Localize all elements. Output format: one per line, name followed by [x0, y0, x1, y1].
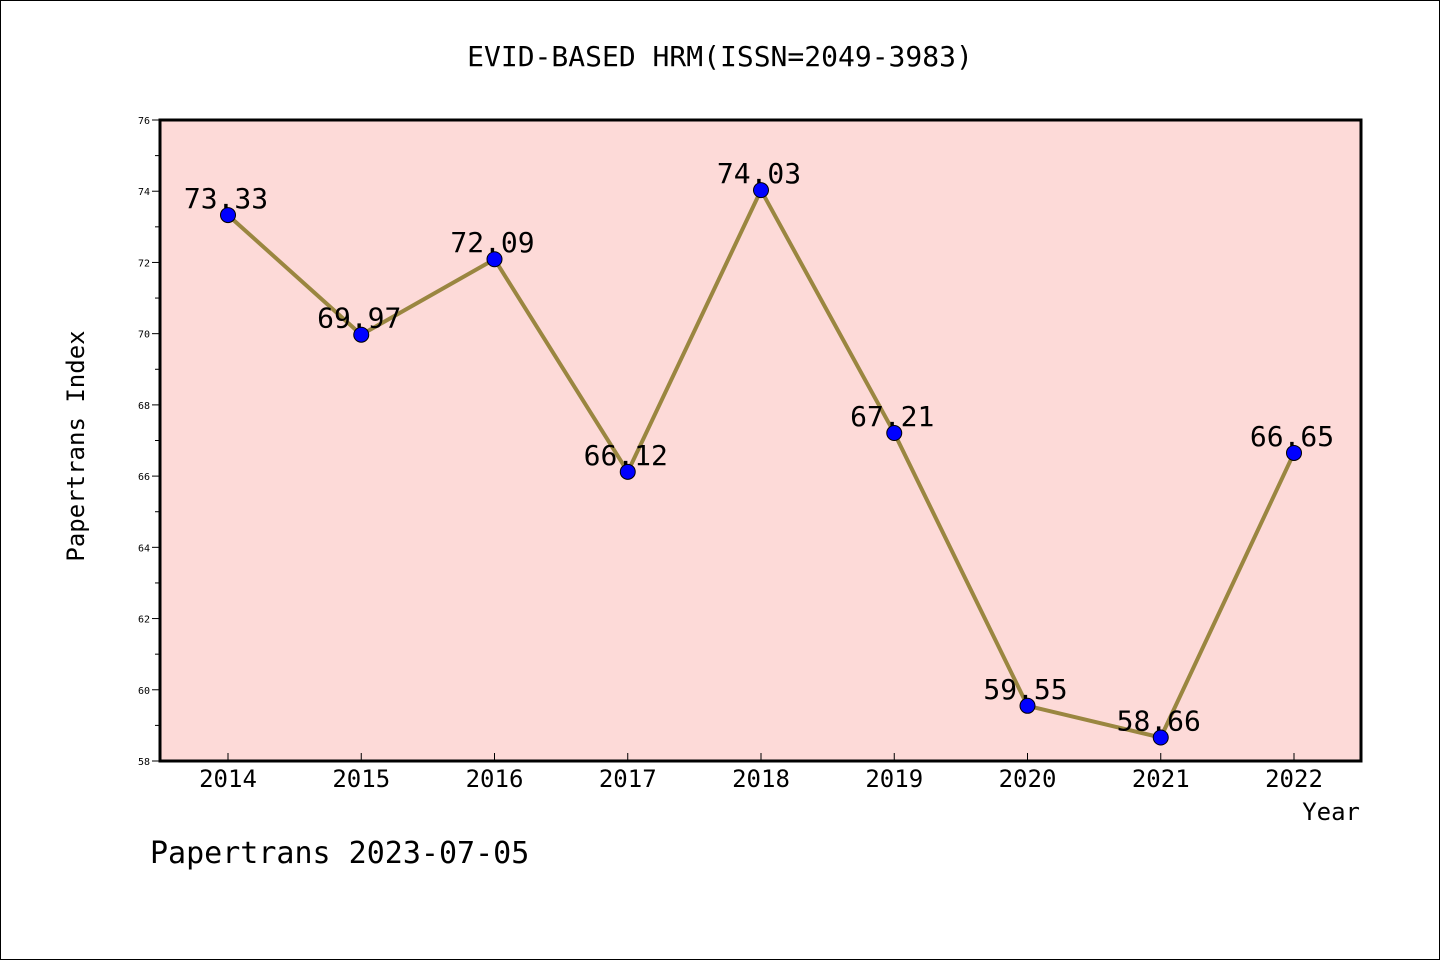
- data-labels: 73.33 69.97 72.09 66.12 74.03 67.21 59.55 58.66…: [184, 157, 1334, 737]
- y-axis-label: Papertrans Index: [62, 330, 90, 561]
- data-point: [1286, 444, 1302, 461]
- data-label: 72.09: [450, 226, 534, 259]
- data-label: 58.66: [1117, 704, 1201, 737]
- data-point: [886, 425, 903, 442]
- y-tick-label: 76: [138, 116, 150, 127]
- data-point: [220, 207, 236, 224]
- data-label: 66.65: [1250, 420, 1334, 453]
- x-axis: 2014 2015 2016 2017 2018 2019 2020 2021 2022: [199, 753, 1323, 793]
- data-label: 69.97: [317, 302, 401, 335]
- x-tick-label: 2015: [332, 765, 390, 793]
- x-tick-label: 2017: [599, 765, 657, 793]
- x-tick-label: 2019: [865, 765, 923, 793]
- data-label: 66.12: [584, 439, 668, 472]
- x-tick-label: 2014: [199, 765, 257, 793]
- data-point: [486, 251, 503, 268]
- y-tick-label: 64: [138, 543, 150, 554]
- x-tick-label: 2016: [466, 765, 524, 793]
- data-label: 74.03: [717, 157, 801, 190]
- y-tick-label: 74: [138, 187, 150, 198]
- y-axis: 58 60 62 64 66 68 70 72 74 76: [138, 116, 160, 768]
- data-point: [619, 463, 636, 480]
- y-tick-label: 66: [138, 472, 150, 483]
- data-label: 73.33: [184, 182, 268, 215]
- data-label: 67.21: [850, 400, 934, 433]
- y-tick-label: 68: [138, 401, 150, 412]
- footer-caption: Papertrans 2023-07-05: [150, 836, 529, 871]
- x-tick-label: 2022: [1265, 765, 1323, 793]
- y-tick-label: 60: [138, 686, 150, 697]
- y-tick-label: 62: [138, 615, 150, 626]
- data-point: [753, 182, 769, 199]
- data-point: [1019, 697, 1036, 714]
- data-point: [1152, 729, 1169, 746]
- y-tick-label: 58: [138, 757, 150, 768]
- x-axis-label: Year: [1302, 798, 1360, 826]
- x-tick-label: 2020: [999, 765, 1057, 793]
- data-point: [353, 326, 370, 343]
- y-tick-label: 72: [138, 258, 150, 269]
- y-tick-label: 70: [138, 330, 150, 341]
- data-label: 59.55: [983, 673, 1067, 706]
- x-tick-label: 2021: [1132, 765, 1190, 793]
- chart-title: EVID-BASED HRM(ISSN=2049-3983): [467, 40, 973, 73]
- data-points: [220, 182, 1302, 746]
- x-tick-label: 2018: [732, 765, 790, 793]
- plot-area: [158, 118, 1363, 763]
